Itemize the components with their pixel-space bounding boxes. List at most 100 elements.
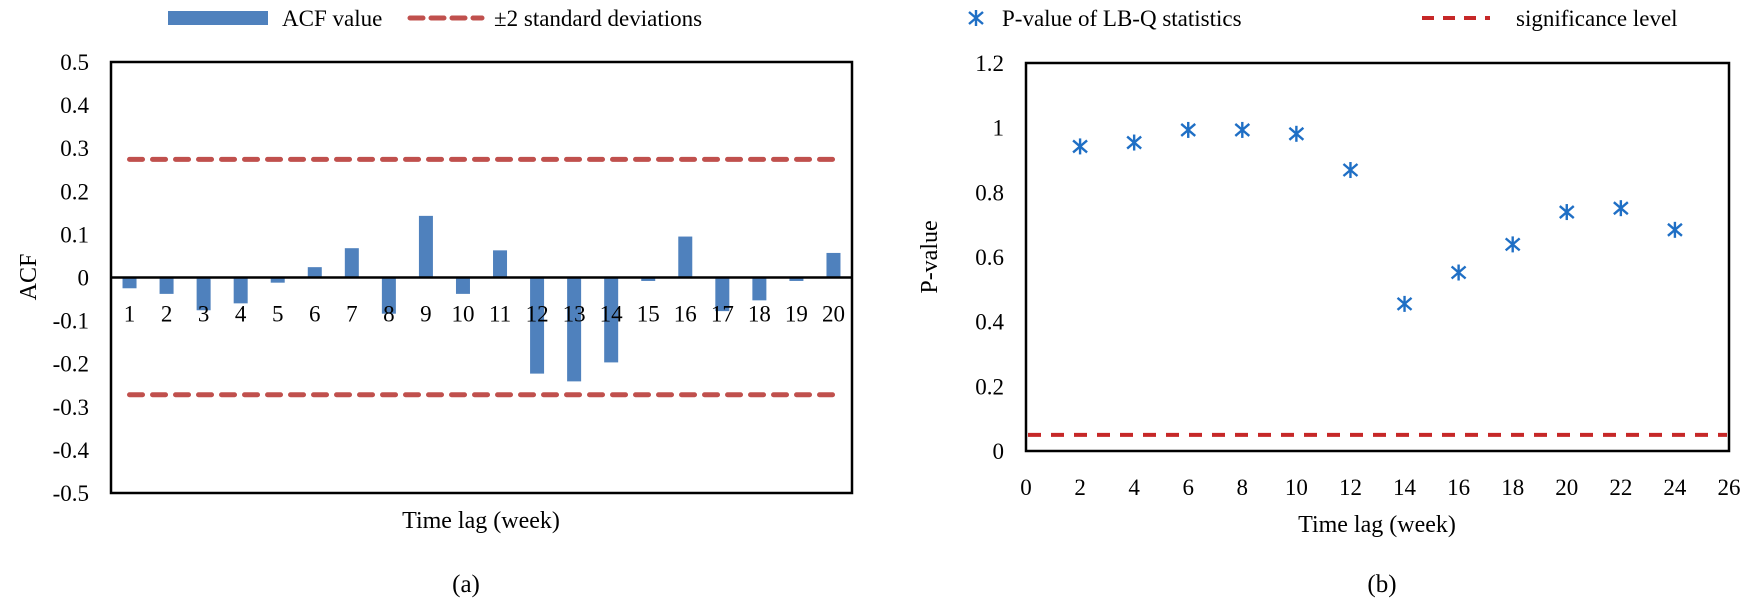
x-tick-label: 26	[1718, 475, 1741, 500]
legend-marker-asterisk-icon	[968, 10, 984, 26]
pvalue-point-lag-8	[1234, 121, 1251, 138]
pvalue-point-lag-22	[1613, 200, 1629, 217]
x-tick-label: 24	[1663, 475, 1687, 500]
legend-label-pvalue: P-value of LB-Q statistics	[1002, 6, 1242, 31]
x-tick-label: 4	[235, 302, 247, 327]
y-tick-label: 0.2	[60, 179, 89, 204]
y-tick-label: -0.4	[53, 438, 90, 463]
acf-bar-lag-13	[567, 277, 582, 382]
x-tick-label: 19	[785, 302, 808, 327]
acf-bar-lag-4	[233, 277, 248, 304]
pvalue-point-lag-6	[1180, 121, 1197, 138]
marker-stroke	[1288, 126, 1305, 141]
marker-stroke	[1450, 265, 1467, 280]
acf-bar-lag-18	[752, 277, 767, 301]
pvalue-point-lag-18	[1504, 236, 1521, 253]
y-axis-title-a: ACF	[16, 254, 42, 301]
y-axis-title-b: P-value	[917, 220, 943, 293]
x-tick-label: 20	[1555, 475, 1578, 500]
x-tick-label: 2	[1074, 475, 1086, 500]
pvalue-point-lag-10	[1288, 125, 1305, 142]
x-tick-label: 8	[1237, 475, 1249, 500]
y-tick-label: -0.2	[53, 352, 89, 377]
caption-a: (a)	[452, 571, 480, 598]
acf-bar-lag-17	[715, 277, 730, 312]
y-tick-label: 0.4	[60, 93, 89, 118]
acf-bar-lag-15	[641, 277, 656, 281]
acf-bar-lag-2	[159, 277, 174, 294]
legend-b: P-value of LB-Q statistics significance …	[968, 6, 1678, 31]
pvalue-point-lag-24	[1667, 221, 1683, 238]
marker-stroke	[1234, 123, 1251, 137]
marker-stroke	[1072, 139, 1088, 154]
pvalue-point-lag-2	[1072, 138, 1088, 155]
y-tick-label: 0.3	[60, 136, 89, 161]
y-tick-label: 0.2	[975, 374, 1004, 399]
acf-bar-lag-1	[122, 277, 137, 289]
pvalue-chart: 1.210.80.60.40.200 2 4 6 8 10 12 14 16 18 20 22 24 26	[975, 51, 1740, 500]
pvalue-point-lag-4	[1126, 134, 1142, 151]
marker-stroke	[1342, 163, 1359, 177]
x-tick-label: 8	[383, 302, 395, 327]
x-tick-label: 14	[1393, 475, 1417, 500]
pvalue-point-lag-14	[1396, 295, 1413, 312]
x-tick-label: 1	[124, 302, 136, 327]
x-tick-label: 15	[637, 302, 660, 327]
legend-swatch-acf-value	[168, 11, 268, 25]
acf-bar-lag-8	[381, 277, 396, 314]
pvalue-point-lag-16	[1450, 264, 1467, 281]
x-tick-label: 11	[489, 302, 511, 327]
legend-a: ACF value ±2 standard deviations	[168, 6, 702, 31]
pvalue-point-lag-20	[1558, 204, 1575, 221]
acf-bar-lag-7	[344, 248, 359, 278]
x-tick-label: 16	[674, 302, 697, 327]
x-tick-label: 12	[1339, 475, 1362, 500]
marker-stroke	[1126, 135, 1142, 150]
marker-stroke	[1558, 205, 1575, 219]
acf-bar-lag-19	[789, 277, 804, 281]
x-tick-label: 0	[1020, 475, 1032, 500]
marker-stroke	[1667, 222, 1683, 237]
legend-label-significance: significance level	[1516, 6, 1678, 31]
y-tick-label: 0.5	[60, 50, 89, 75]
x-tick-label: 18	[748, 302, 771, 327]
y-tick-label: -0.3	[53, 395, 89, 420]
acf-bar-lag-10	[455, 277, 470, 294]
plot-frame	[1024, 61, 1731, 453]
x-tick-label: 5	[272, 302, 284, 327]
legend-label-acf-value: ACF value	[282, 6, 382, 31]
acf-bar-lag-3	[196, 277, 211, 311]
acf-bar-lag-12	[530, 277, 545, 374]
y-tick-label: -0.5	[53, 481, 89, 506]
caption-b: (b)	[1367, 571, 1396, 598]
x-tick-label: 12	[526, 302, 549, 327]
acf-bar-lag-11	[493, 250, 508, 278]
x-tick-label: 10	[1285, 475, 1308, 500]
acf-chart: 0.50.40.30.20.10-0.1-0.2-0.3-0.4-0.51 2 3 4…	[53, 50, 854, 506]
y-tick-label: 1	[993, 116, 1005, 141]
x-tick-label: 20	[822, 302, 845, 327]
y-tick-label: -0.1	[53, 309, 89, 334]
acf-bar-lag-6	[307, 267, 322, 278]
legend-marker	[968, 10, 984, 26]
acf-bar-lag-16	[678, 236, 693, 278]
marker-stroke	[968, 11, 984, 25]
marker-stroke	[1180, 123, 1197, 137]
x-tick-label: 13	[563, 302, 586, 327]
marker-stroke	[1396, 296, 1413, 311]
x-tick-label: 7	[346, 302, 358, 327]
x-tick-label: 6	[309, 302, 321, 327]
x-tick-label: 3	[198, 302, 210, 327]
x-tick-label: 17	[711, 302, 734, 327]
y-tick-label: 0.8	[975, 180, 1004, 205]
legend-label-std-dev: ±2 standard deviations	[494, 6, 702, 31]
marker-stroke	[1504, 237, 1521, 252]
acf-bar-lag-5	[270, 277, 285, 283]
acf-bar-lag-9	[418, 215, 433, 278]
x-tick-label: 4	[1128, 475, 1140, 500]
acf-bar-lag-14	[604, 277, 619, 363]
x-tick-label: 14	[600, 302, 624, 327]
x-tick-label: 22	[1609, 475, 1632, 500]
y-tick-label: 0.1	[60, 222, 89, 247]
